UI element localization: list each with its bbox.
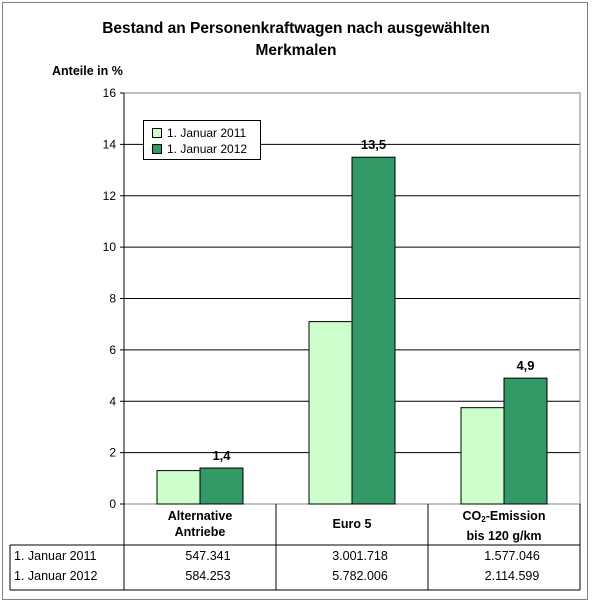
data-label-2012-3: 4,9	[516, 358, 534, 373]
bar-2012-3	[503, 377, 548, 505]
bar-2011-2	[308, 321, 353, 505]
category-label-alternative-line1: Alternative	[167, 509, 233, 523]
bar-2011-1	[156, 470, 201, 505]
table-cell: 5.782.006	[332, 569, 388, 583]
data-table-lines	[9, 504, 581, 591]
category-label-co2-line2: bis 120 g/km	[466, 529, 542, 543]
y-axis-label: Anteile in %	[52, 64, 123, 78]
y-tick-label: 8	[109, 292, 116, 306]
y-tick-label: 6	[109, 343, 116, 357]
table-cell: 547.341	[185, 549, 231, 563]
legend: 1. Januar 2011 1. Januar 2012	[143, 120, 261, 160]
legend-swatch-2011	[152, 128, 162, 138]
y-tick-label: 4	[109, 394, 116, 408]
legend-item-2011: 1. Januar 2011	[152, 126, 246, 140]
y-tick-label: 2	[109, 446, 116, 460]
category-label-alternative: Alternative Antriebe	[124, 508, 276, 540]
bars	[156, 156, 548, 505]
chart-title-line1: Bestand an Personenkraftwagen nach ausge…	[102, 20, 490, 37]
category-label-euro5: Euro 5	[276, 516, 428, 532]
co2-subscript: 2	[481, 515, 486, 524]
table-row-label-2011: 1. Januar 2011	[14, 549, 97, 563]
category-label-alternative-line2: Antriebe	[174, 525, 226, 539]
table-cell: 584.253	[185, 569, 231, 583]
chart-title-line2: Merkmalen	[255, 42, 337, 59]
co2-text: CO	[462, 509, 482, 523]
legend-item-2012: 1. Januar 2012	[152, 142, 247, 156]
table-row-label-2012: 1. Januar 2012	[14, 569, 98, 583]
data-label-2012-2: 13,5	[361, 137, 386, 152]
legend-swatch-2012	[152, 144, 162, 154]
data-labels: 1,4 13,5 4,9	[212, 137, 534, 463]
category-label-co2: CO2-Emission bis 120 g/km	[428, 508, 580, 544]
bar-2011-3	[460, 407, 505, 505]
bar-2012-2	[351, 156, 396, 505]
table-cell: 3.001.718	[332, 549, 388, 563]
y-tick-label: 14	[103, 137, 117, 151]
legend-label-2011: 1. Januar 2011	[167, 126, 247, 140]
table-cell: 2.114.599	[484, 569, 540, 583]
legend-label-2012: 1. Januar 2012	[167, 142, 248, 156]
bar-2012-1	[199, 467, 244, 505]
co2-rest: -Emission	[485, 509, 546, 523]
y-axis-ticks: 0 2 4 6 8 10 12 14 16	[103, 86, 124, 511]
y-tick-label: 0	[109, 497, 116, 511]
category-label-euro5-line1: Euro 5	[332, 517, 372, 531]
y-tick-label: 12	[103, 189, 117, 203]
table-cell: 1.577.046	[484, 549, 540, 563]
y-tick-label: 10	[103, 240, 117, 254]
y-tick-label: 16	[103, 86, 117, 100]
category-label-co2-line1: CO2-Emission	[428, 508, 580, 528]
data-label-2012-1: 1,4	[212, 448, 231, 463]
